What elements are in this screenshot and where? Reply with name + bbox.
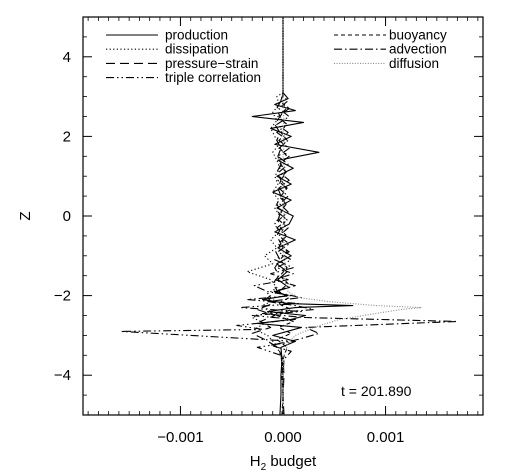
legend-label-2: pressure−strain: [165, 56, 258, 71]
y-tick-label: 2: [63, 128, 71, 145]
series-layer: [120, 17, 458, 415]
x-axis-title: H2 budget: [250, 453, 317, 473]
legend-label-6: diffusion: [389, 56, 439, 71]
legend-label-0: production: [165, 28, 228, 43]
legend: productiondissipationpressure−straintrip…: [106, 28, 447, 85]
legend-label-4: buoyancy: [389, 28, 447, 43]
series-line-0: [251, 17, 354, 415]
legend-label-5: advection: [389, 42, 447, 57]
y-axis-title: Z: [17, 211, 34, 220]
y-axis-ticks: −4 −2 0 2 4: [54, 16, 483, 416]
legend-label-3: triple correlation: [165, 70, 261, 85]
x-tick-label: 0.001: [367, 429, 405, 446]
series-line-4: [276, 17, 294, 415]
x-tick-label: 0.000: [264, 429, 302, 446]
time-annotation: t = 201.890: [341, 383, 412, 399]
series-line-3: [120, 17, 303, 415]
series-line-5: [261, 17, 458, 415]
series-line-1: [246, 17, 284, 415]
y-tick-label: 4: [63, 49, 71, 66]
x-tick-label: −0.001: [157, 429, 203, 446]
y-tick-label: −4: [54, 367, 71, 384]
legend-label-1: dissipation: [165, 42, 229, 57]
series-line-2: [251, 17, 285, 415]
y-tick-label: −2: [54, 288, 71, 305]
y-tick-label: 0: [63, 208, 71, 225]
series-line-6: [282, 17, 423, 415]
